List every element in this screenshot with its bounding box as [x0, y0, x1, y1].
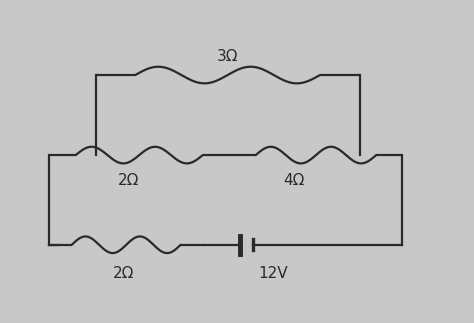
Text: 2Ω: 2Ω	[118, 173, 139, 188]
Text: 4Ω: 4Ω	[283, 173, 304, 188]
Text: 12V: 12V	[258, 266, 288, 281]
Text: 3Ω: 3Ω	[217, 49, 238, 64]
Text: 2Ω: 2Ω	[113, 266, 135, 281]
